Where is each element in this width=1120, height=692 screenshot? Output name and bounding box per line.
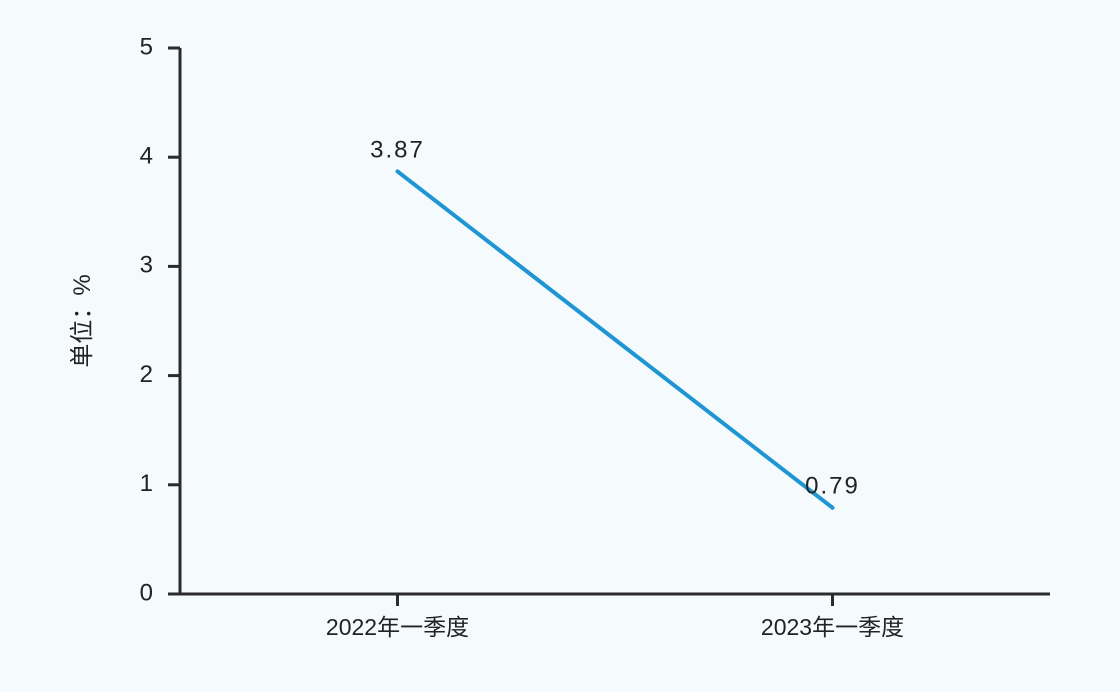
- y-tick-label: 3: [140, 252, 154, 279]
- x-tick-label: 2022年一季度: [326, 614, 469, 640]
- chart-svg: 0 1 2 3 4 5 2022年一季度 2023年一季度 3.87 0.79 单位：%: [0, 0, 1120, 692]
- y-tick-label: 1: [140, 470, 154, 497]
- y-tick-label: 5: [140, 33, 154, 60]
- x-tick-label: 2023年一季度: [761, 614, 904, 640]
- data-label: 3.87: [370, 136, 425, 163]
- y-tick-label: 2: [140, 361, 154, 388]
- chart-background: [0, 0, 1120, 692]
- y-axis-title: 单位：%: [69, 274, 96, 367]
- y-tick-label: 0: [140, 579, 154, 606]
- y-tick-label: 4: [140, 143, 154, 170]
- line-chart: 0 1 2 3 4 5 2022年一季度 2023年一季度 3.87 0.79 单位：%: [0, 0, 1120, 692]
- data-label: 0.79: [805, 473, 860, 500]
